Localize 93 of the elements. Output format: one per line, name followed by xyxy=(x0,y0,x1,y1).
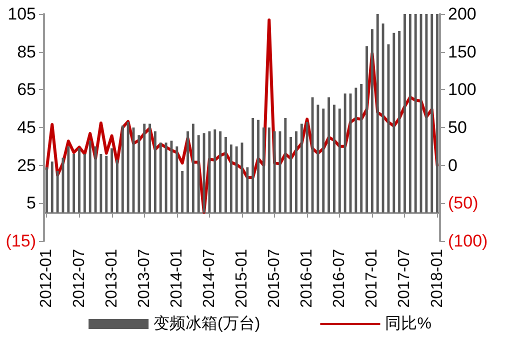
x-tick-label: 2015-07 xyxy=(266,248,284,308)
bar xyxy=(300,124,303,213)
bar xyxy=(354,88,358,213)
bar xyxy=(344,93,346,213)
bar xyxy=(45,167,48,213)
bar xyxy=(246,167,249,213)
y-tick-label: 85 xyxy=(17,42,36,62)
y-tick-label: 45 xyxy=(17,118,36,137)
bar xyxy=(414,14,417,213)
bar xyxy=(116,160,118,213)
y-tick-label: 65 xyxy=(17,80,36,100)
bar xyxy=(392,32,396,213)
bar xyxy=(370,29,374,213)
y2-tick-label: (100) xyxy=(448,232,488,250)
bar xyxy=(50,162,54,213)
bar xyxy=(257,120,260,213)
bar xyxy=(404,14,406,213)
x-tick-label: 2017-07 xyxy=(396,248,414,308)
y2-tick-label: 100 xyxy=(448,80,476,100)
x-tick-label: 2013-01 xyxy=(103,248,120,308)
x-tick-label: 2014-01 xyxy=(168,248,186,308)
bar xyxy=(316,104,320,213)
y2-tick-label: 0 xyxy=(448,156,458,175)
y-tick-label: 105 xyxy=(8,4,36,24)
bar xyxy=(382,23,384,213)
bar xyxy=(214,129,216,213)
bar xyxy=(268,128,270,213)
bar xyxy=(208,131,211,213)
y-tick-label: (15) xyxy=(6,232,36,250)
bar xyxy=(176,146,178,213)
bar xyxy=(224,136,227,213)
y2-tick-label: (50) xyxy=(448,194,478,213)
bar xyxy=(72,154,76,213)
bar xyxy=(138,135,140,213)
bar xyxy=(295,131,298,213)
bar xyxy=(219,131,222,213)
bar xyxy=(322,108,325,213)
bar xyxy=(328,97,330,213)
bar xyxy=(83,154,86,213)
x-tick-label: 2012-07 xyxy=(70,248,88,308)
bar xyxy=(192,124,194,213)
y2-tick-label: 50 xyxy=(448,118,467,137)
legend-label: 同比% xyxy=(385,314,432,332)
bar xyxy=(338,108,341,213)
bar xyxy=(333,104,336,213)
bar xyxy=(230,144,232,213)
legend-label: 变频冰箱(万台) xyxy=(154,314,260,332)
bar xyxy=(105,156,108,213)
bar xyxy=(273,131,276,213)
bar xyxy=(284,118,287,213)
y2-tick-label: 150 xyxy=(448,42,476,62)
bar xyxy=(164,142,168,213)
bar xyxy=(67,146,70,213)
bar xyxy=(143,124,146,213)
bar xyxy=(126,122,130,213)
bar xyxy=(425,14,428,213)
x-tick-label: 2014-07 xyxy=(200,248,218,308)
bar xyxy=(262,128,265,213)
bar xyxy=(56,171,59,213)
bar xyxy=(100,154,102,213)
x-tick-label: 2016-07 xyxy=(331,248,348,308)
x-tick-label: 2016-01 xyxy=(298,248,316,308)
bar xyxy=(94,146,97,213)
x-tick-label: 2013-07 xyxy=(136,248,153,308)
bar xyxy=(159,142,162,213)
bar xyxy=(360,84,363,213)
bar xyxy=(186,131,189,213)
bar xyxy=(290,136,292,213)
x-tick-label: 2017-01 xyxy=(364,248,381,308)
bar xyxy=(121,126,124,213)
bar xyxy=(306,122,308,213)
bar xyxy=(376,14,379,213)
bar xyxy=(408,14,412,213)
bar xyxy=(197,135,200,213)
bar xyxy=(252,118,254,213)
x-tick-label: 2015-01 xyxy=(234,248,250,308)
bar xyxy=(78,148,80,213)
bar xyxy=(387,44,390,213)
x-tick-label: 2018-01 xyxy=(428,248,446,308)
y-tick-label: 25 xyxy=(17,156,36,175)
bar xyxy=(110,148,114,213)
y2-tick-label: 200 xyxy=(448,4,476,24)
bar xyxy=(398,31,401,213)
y-tick-label: 5 xyxy=(26,194,36,213)
bar xyxy=(148,124,151,213)
bar xyxy=(436,14,439,213)
bar xyxy=(88,140,92,213)
bar xyxy=(181,171,184,213)
bar xyxy=(154,131,156,213)
bar xyxy=(366,46,368,213)
bar xyxy=(430,14,434,213)
bar xyxy=(235,146,238,213)
x-tick-label: 2012-01 xyxy=(38,248,56,308)
